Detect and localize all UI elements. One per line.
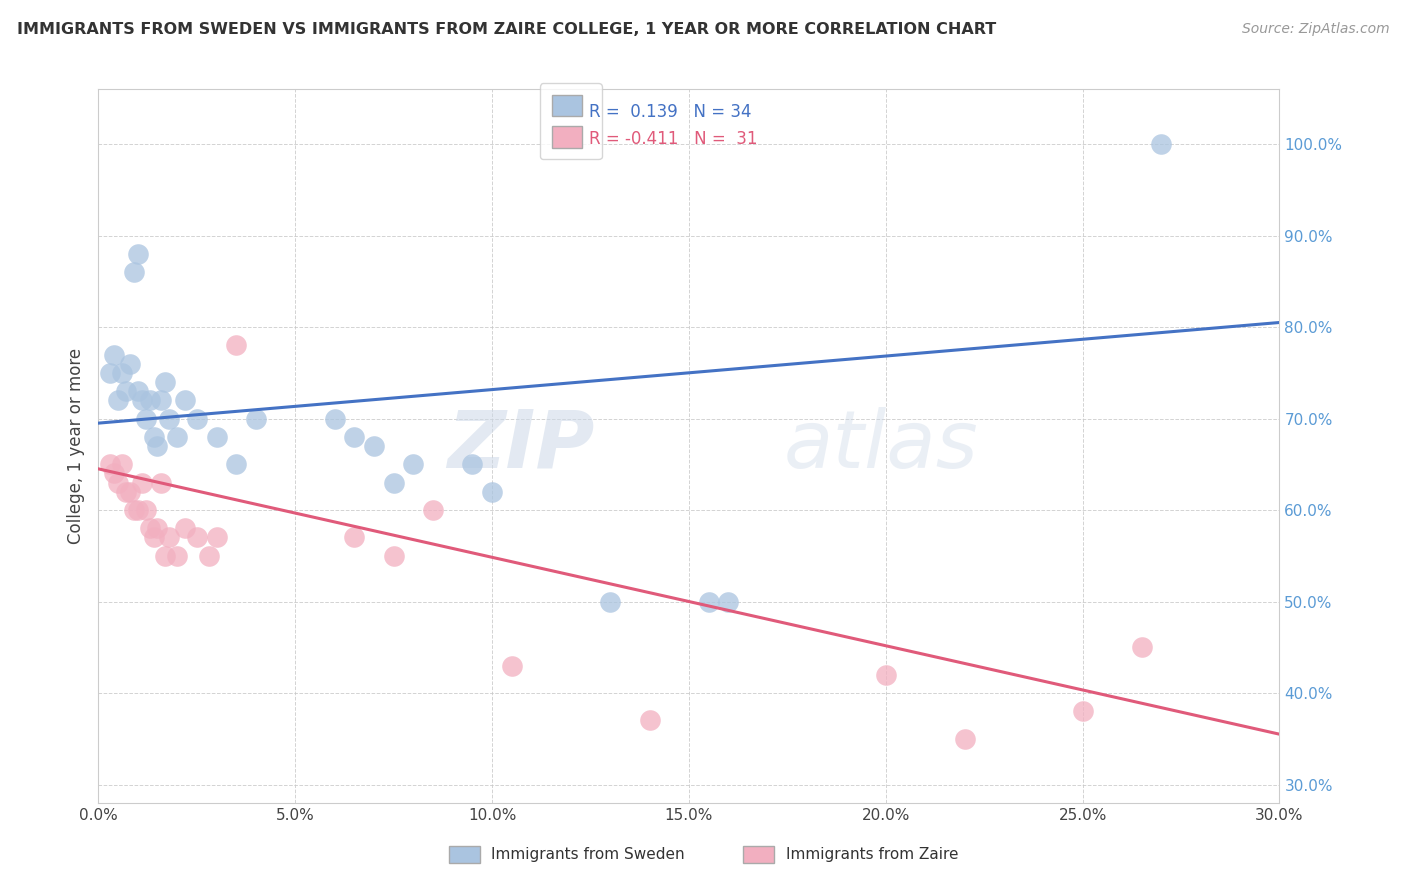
Point [186,531,208,545]
Text: Source: ZipAtlas.com: Source: ZipAtlas.com [1241,22,1389,37]
Point [103,467,125,481]
Text: Immigrants from Sweden: Immigrants from Sweden [492,847,685,862]
Text: ZIP: ZIP [447,407,595,485]
Point [1150,137,1173,152]
Point [599,594,621,608]
Point [127,503,149,517]
Point [131,475,153,490]
Point [118,357,141,371]
Point [205,531,228,545]
Point [174,521,197,535]
Point [1071,704,1094,718]
Point [402,458,425,472]
Point [1130,640,1153,655]
Point [343,430,366,444]
Legend: , : , [540,83,602,160]
Point [197,549,219,563]
Point [155,549,177,563]
Point [150,475,173,490]
Point [638,714,661,728]
Point [138,521,160,535]
Point [122,503,145,517]
Text: R =  0.139   N = 34: R = 0.139 N = 34 [589,103,751,121]
Point [953,731,976,746]
Text: Immigrants from Zaire: Immigrants from Zaire [786,847,957,862]
Point [157,531,180,545]
Point [127,247,149,261]
Point [142,430,165,444]
Point [875,667,897,681]
Point [166,430,188,444]
Y-axis label: College, 1 year or more: College, 1 year or more [66,348,84,544]
Point [717,594,740,608]
Point [150,393,173,408]
Point [115,484,138,499]
Point [107,475,129,490]
Point [122,265,145,279]
Point [343,531,366,545]
Text: IMMIGRANTS FROM SWEDEN VS IMMIGRANTS FROM ZAIRE COLLEGE, 1 YEAR OR MORE CORRELAT: IMMIGRANTS FROM SWEDEN VS IMMIGRANTS FRO… [17,22,995,37]
Point [225,458,247,472]
Point [111,458,134,472]
Text: atlas: atlas [783,407,979,485]
Point [157,411,180,425]
Point [135,411,157,425]
Point [146,439,169,453]
Point [146,521,169,535]
Point [382,475,405,490]
Point [225,338,247,352]
Point [138,393,160,408]
Point [98,366,121,380]
Point [481,484,503,499]
Point [461,458,484,472]
Point [166,549,188,563]
Point [155,375,177,389]
Point [363,439,385,453]
Point [422,503,444,517]
Point [245,411,267,425]
Point [186,411,208,425]
Point [174,393,197,408]
Point [135,503,157,517]
Point [111,366,134,380]
Point [127,384,149,398]
Point [142,531,165,545]
Point [501,658,523,673]
Text: R = -0.411   N =  31: R = -0.411 N = 31 [589,130,756,148]
Point [323,411,346,425]
Point [118,484,141,499]
Point [131,393,153,408]
Point [382,549,405,563]
Point [107,393,129,408]
Point [205,430,228,444]
Point [697,594,720,608]
Point [115,384,138,398]
Point [98,458,121,472]
Point [103,347,125,361]
